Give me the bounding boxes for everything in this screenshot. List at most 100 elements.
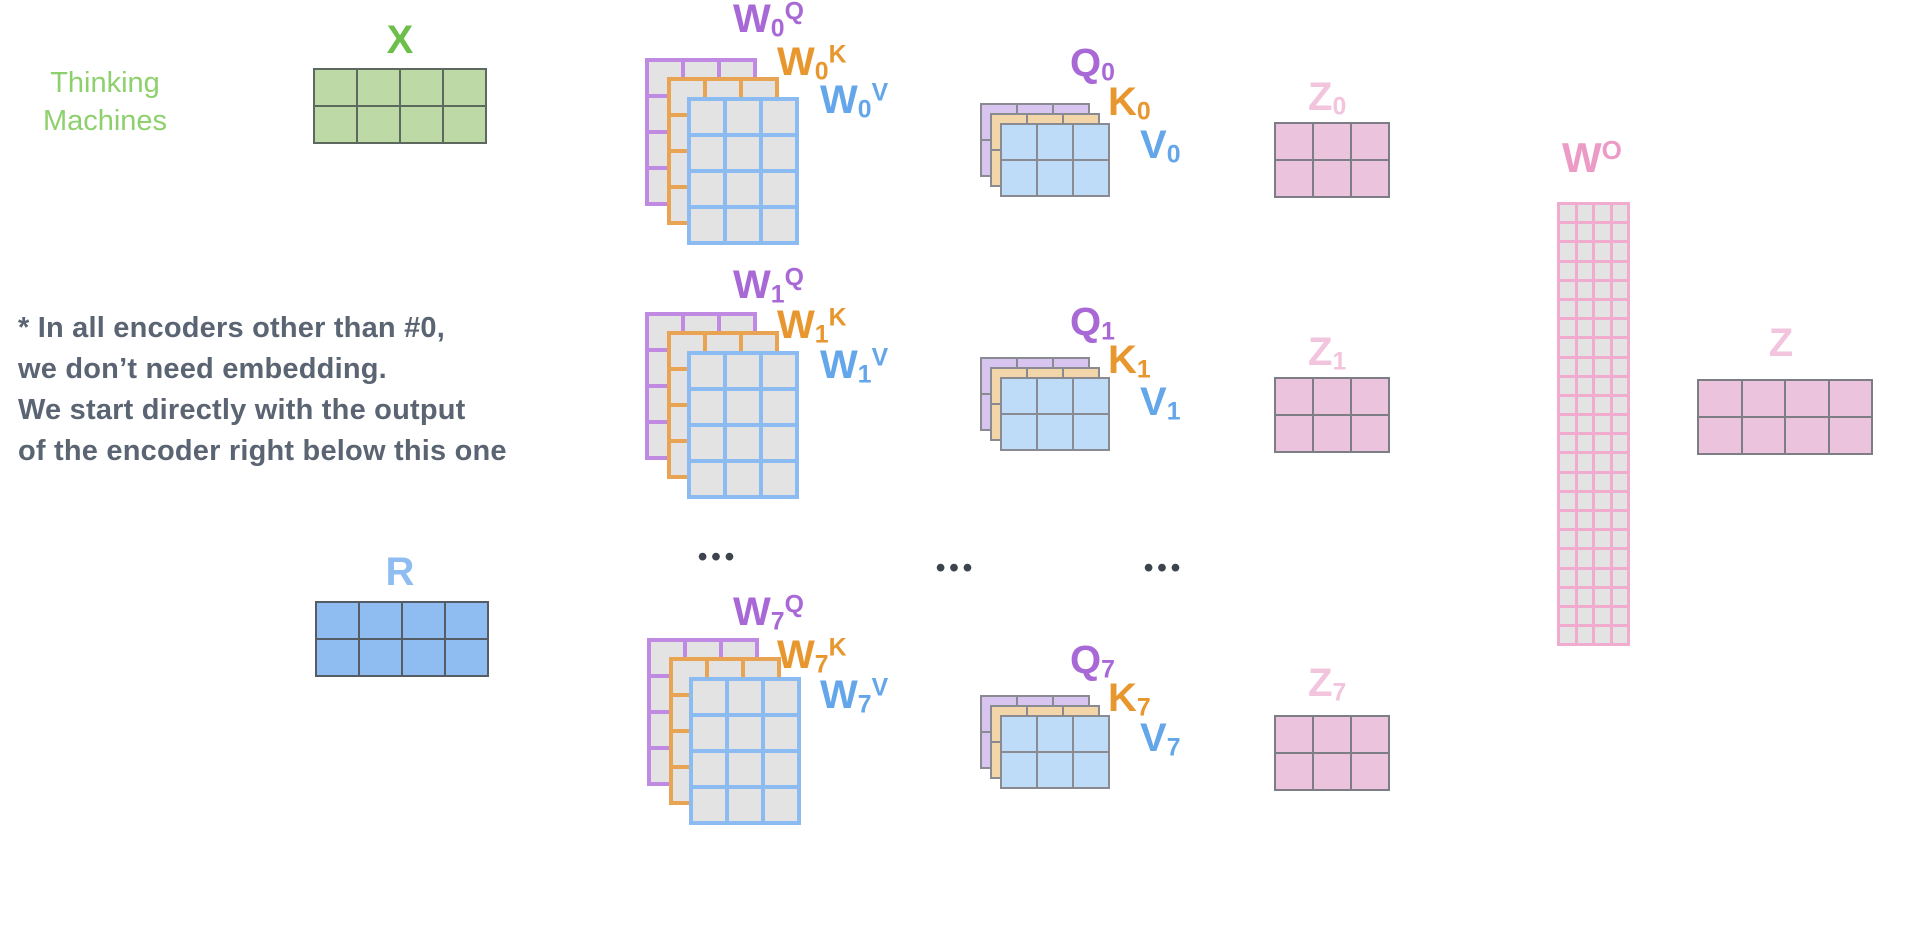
matrix-cell: [1595, 588, 1610, 605]
matrix-cell: [1577, 224, 1592, 241]
matrix-cell: [403, 640, 444, 675]
matrix-cell: [1595, 569, 1610, 586]
matrix-cell: [358, 107, 399, 142]
label-base: V: [1140, 380, 1167, 424]
label-subscript: 0: [1136, 98, 1151, 126]
matrix-cell: [765, 753, 797, 785]
label-base: W: [820, 673, 858, 717]
label-base: V: [1140, 123, 1167, 167]
matrix-cell: [1560, 262, 1575, 279]
label-v1: V1: [1140, 379, 1180, 427]
matrix-cell: [1577, 550, 1592, 567]
matrix-cell: [729, 717, 761, 749]
matrix-cell: [1560, 358, 1575, 375]
label-superscript: V: [871, 344, 889, 372]
matrix-cell: [727, 355, 759, 387]
label-subscript: 0: [1332, 93, 1347, 121]
label-subscript: 1: [1166, 398, 1181, 426]
matrix-cell: [1314, 379, 1350, 414]
matrix-cell: [691, 173, 723, 205]
matrix-cell: [1276, 717, 1312, 752]
matrix-cell: [1002, 125, 1036, 159]
matrix-cell: [1577, 281, 1592, 298]
matrix-cell: [1829, 418, 1871, 453]
matrix-cell: [1038, 753, 1072, 787]
label-base: W: [733, 263, 771, 307]
matrix-cell: [691, 355, 723, 387]
matrix-cell: [1577, 588, 1592, 605]
note-line-3: We start directly with the output: [18, 394, 466, 426]
matrix-cell: [1314, 717, 1350, 752]
matrix-cell: [729, 789, 761, 821]
matrix-cell: [1074, 753, 1108, 787]
matrix-cell: [358, 70, 399, 105]
matrix-cell: [1612, 320, 1627, 337]
matrix-cell: [1038, 415, 1072, 449]
matrix-cell: [765, 789, 797, 821]
matrix-cell: [1038, 379, 1072, 413]
label-superscript: K: [828, 41, 847, 69]
matrix-cell: [1595, 243, 1610, 260]
matrix-cell: [693, 789, 725, 821]
matrix-cell: [1560, 435, 1575, 452]
matrix-cell: [1314, 124, 1350, 159]
matrix-cell: [1612, 454, 1627, 471]
matrix-qkv0-v: [1000, 123, 1110, 197]
matrix-cell: [1595, 416, 1610, 433]
label-z7: Z7: [1308, 660, 1346, 708]
matrix-cell: [1612, 281, 1627, 298]
matrix-cell: [401, 70, 442, 105]
matrix-cell: [1002, 753, 1036, 787]
matrix-cell: [360, 603, 401, 638]
matrix-cell: [1595, 531, 1610, 548]
matrix-cell: [1612, 550, 1627, 567]
matrix-cell: [1612, 569, 1627, 586]
matrix-cell: [1314, 161, 1350, 196]
matrix-cell: [1560, 377, 1575, 394]
matrix-cell: [360, 640, 401, 675]
matrix-cell: [1074, 379, 1108, 413]
label-subscript: 7: [1332, 679, 1347, 707]
matrix-cell: [1560, 339, 1575, 356]
matrix-cell: [446, 603, 487, 638]
matrix-cell: [1352, 416, 1388, 451]
matrix-cell: [1560, 281, 1575, 298]
matrix-cell: [1595, 607, 1610, 625]
matrix-cell: [1577, 492, 1592, 509]
label-subscript: 1: [1136, 356, 1151, 384]
matrix-cell: [1577, 377, 1592, 394]
label-superscript: V: [871, 674, 889, 702]
matrix-cell: [446, 640, 487, 675]
matrix-cell: [1002, 161, 1036, 195]
matrix-cell: [1352, 754, 1388, 789]
matrix-cell: [727, 209, 759, 241]
matrix-qkv1-v: [1000, 377, 1110, 451]
matrix-cell: [1577, 358, 1592, 375]
matrix-cell: [727, 173, 759, 205]
matrix-cell: [1612, 243, 1627, 260]
logo-line-1: Thinking: [50, 67, 160, 99]
label-subscript: 0: [1101, 59, 1115, 87]
matrix-cell: [1577, 473, 1592, 490]
label-base: W: [820, 78, 858, 122]
matrix-cell: [1595, 300, 1610, 318]
matrix-cell: [1038, 717, 1072, 751]
matrix-cell: [1560, 473, 1575, 490]
matrix-cell: [693, 681, 725, 713]
matrix-w7-v: [689, 677, 801, 825]
matrix-cell: [1314, 754, 1350, 789]
label-r: R: [386, 549, 415, 595]
matrix-cell: [1577, 243, 1592, 260]
matrix-cell: [729, 681, 761, 713]
matrix-cell: [1612, 473, 1627, 490]
matrix-cell: [765, 717, 797, 749]
matrix-cell: [317, 603, 358, 638]
matrix-cell: [763, 101, 795, 133]
matrix-cell: [727, 391, 759, 423]
label-base: Q: [1070, 41, 1102, 85]
matrix-cell: [1074, 415, 1108, 449]
label-base: Q: [1070, 300, 1102, 344]
matrix-cell: [763, 173, 795, 205]
label-subscript: 1: [857, 361, 872, 389]
